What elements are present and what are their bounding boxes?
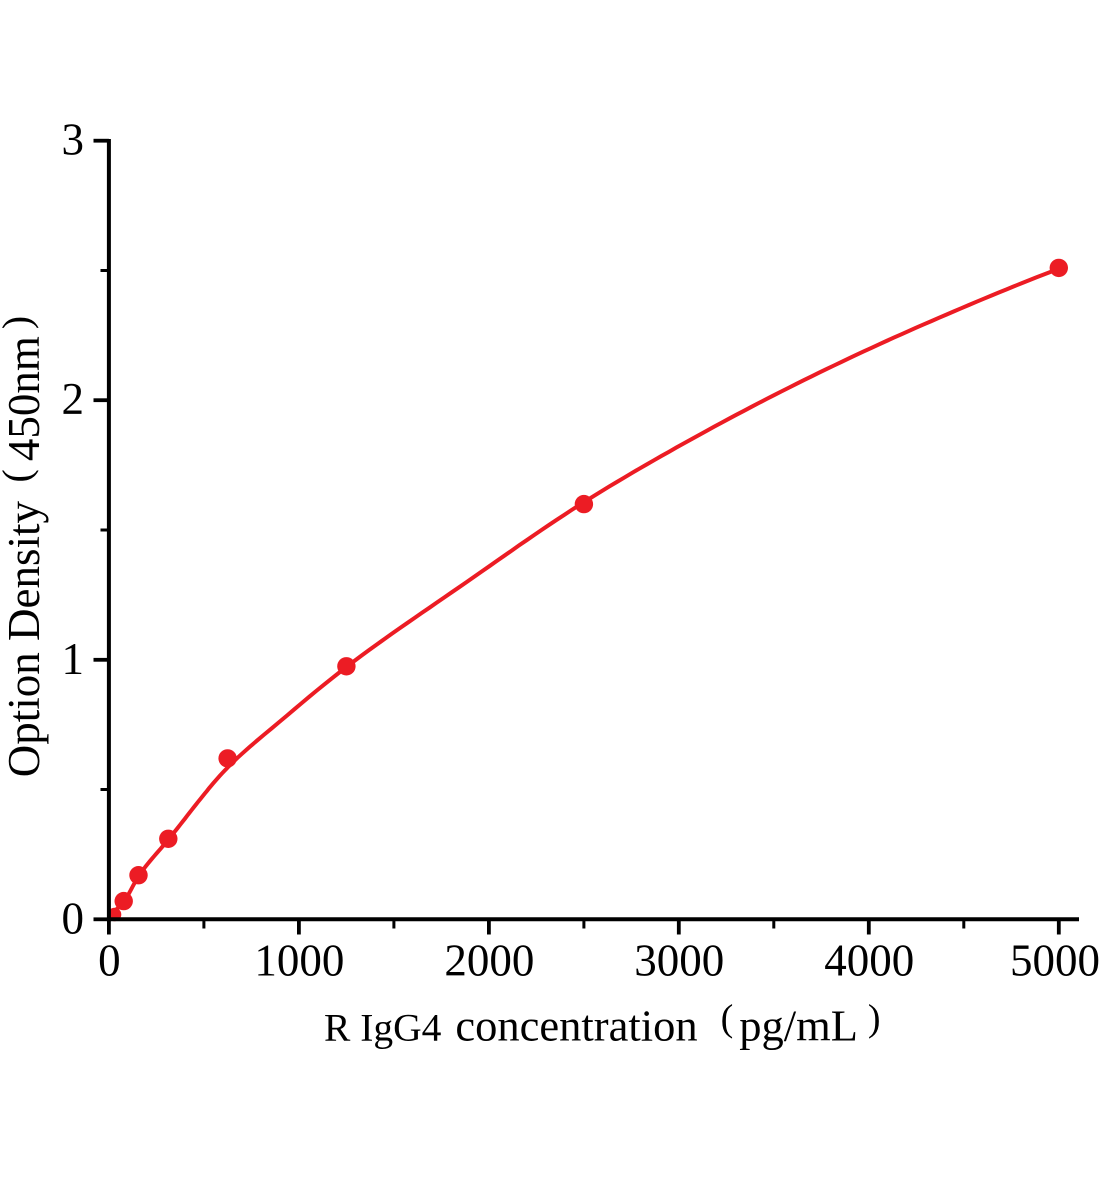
svg-text:1000: 1000 — [254, 936, 344, 986]
svg-text:Option Density(450nm): Option Density(450nm) — [0, 316, 49, 777]
svg-text:3: 3 — [62, 115, 85, 165]
svg-text:1: 1 — [62, 634, 85, 684]
svg-text:4000: 4000 — [824, 936, 914, 986]
svg-text:0: 0 — [98, 936, 121, 986]
svg-text:2: 2 — [62, 374, 85, 424]
svg-text:5000: 5000 — [1010, 936, 1100, 986]
svg-text:3000: 3000 — [634, 936, 724, 986]
svg-text:2000: 2000 — [444, 936, 534, 986]
svg-text:0: 0 — [62, 893, 85, 943]
